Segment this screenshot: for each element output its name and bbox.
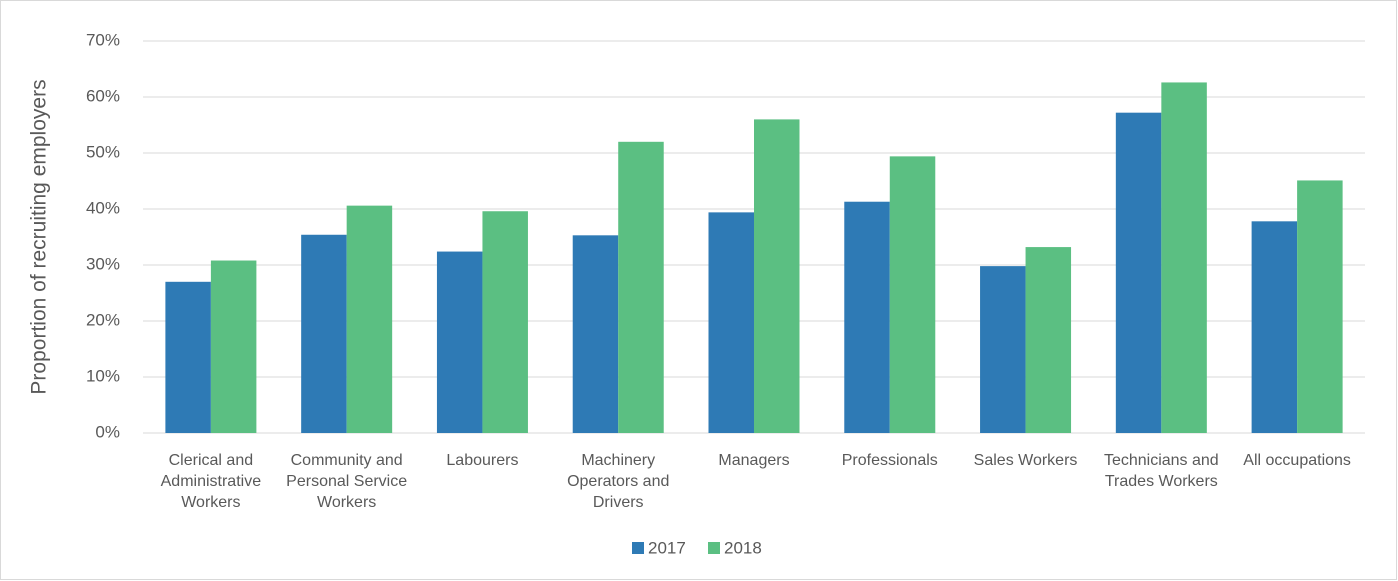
bar — [482, 211, 528, 433]
bar — [301, 234, 347, 433]
legend-swatch — [708, 542, 720, 554]
bar — [844, 201, 890, 433]
x-tick-label: Clerical and Administrative Workers — [160, 452, 262, 511]
bar — [436, 251, 483, 433]
legend-label: 2017 — [648, 538, 686, 557]
bar — [754, 119, 800, 434]
y-tick-label: 50% — [86, 142, 120, 161]
y-tick-label: 70% — [86, 30, 120, 49]
y-tick-label: 0% — [95, 422, 120, 441]
bar — [1025, 247, 1072, 433]
y-tick-label: 30% — [86, 254, 120, 273]
y-tick-label: 10% — [86, 366, 120, 385]
x-tick-label: Managers — [718, 452, 790, 469]
x-tick-label: Community and Personal Service Workers — [286, 452, 408, 511]
bar — [618, 141, 664, 434]
bar — [165, 281, 211, 433]
bar — [1251, 221, 1298, 433]
x-tick-label: Sales Workers — [973, 452, 1078, 469]
x-tick-label: Technicians and Trades Workers — [1103, 452, 1219, 490]
bar — [1115, 112, 1162, 434]
x-tick-label: All occupations — [1243, 452, 1351, 469]
legend-label: 2018 — [724, 538, 762, 557]
bar — [210, 260, 257, 433]
bar — [1161, 82, 1207, 433]
bar — [346, 205, 393, 433]
y-axis-title: Proportion of recruiting employers — [28, 79, 51, 394]
y-tick-label: 20% — [86, 310, 120, 329]
legend-swatch — [632, 542, 644, 554]
x-tick-label: Labourers — [446, 452, 519, 469]
bar — [572, 235, 619, 433]
bar — [889, 156, 936, 434]
bar — [980, 266, 1026, 433]
x-tick-label: Professionals — [841, 452, 938, 469]
y-tick-label: 60% — [86, 86, 120, 105]
y-tick-label: 40% — [86, 198, 120, 217]
bar — [1297, 180, 1343, 433]
bar — [708, 212, 754, 433]
x-tick-label: Machinery Operators and Drivers — [567, 452, 670, 511]
